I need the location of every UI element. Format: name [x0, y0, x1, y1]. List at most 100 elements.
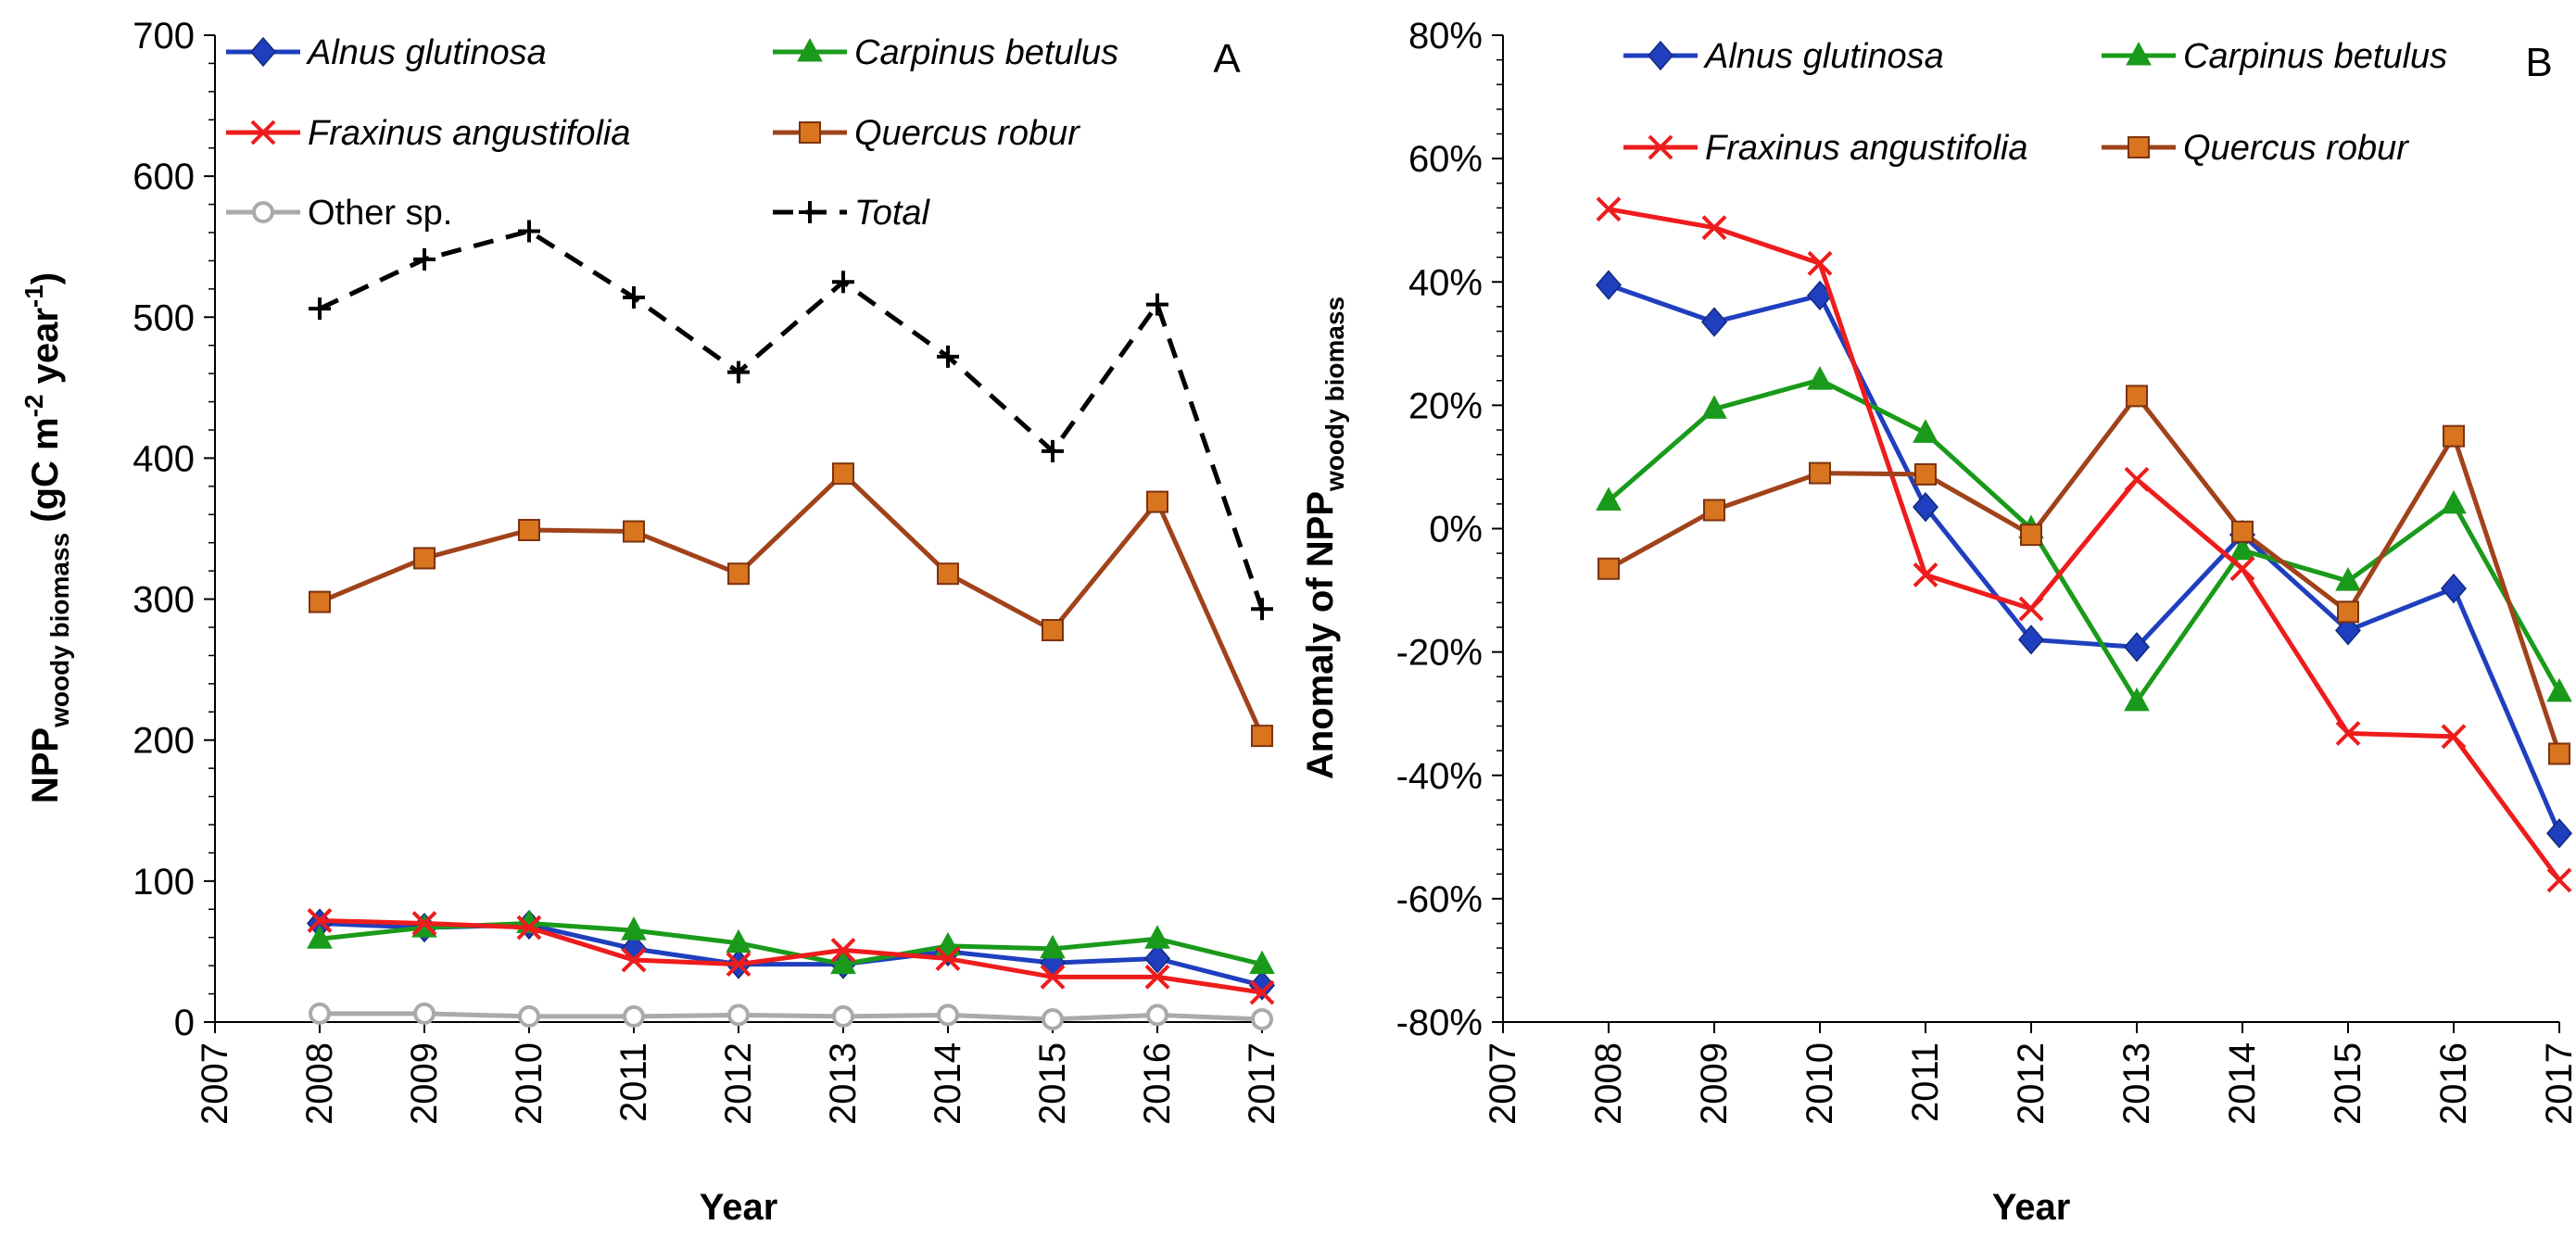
- data-point-other-sp-2013: [832, 1004, 854, 1028]
- x-tick-label: 2012: [718, 1042, 759, 1125]
- x-tick-label: 2011: [613, 1042, 654, 1122]
- legend-marker: [1648, 40, 1673, 71]
- data-point-quercus-robur-2013: [2126, 385, 2148, 408]
- series-quercus-robur: [1597, 385, 2570, 765]
- data-point-total-2010: [518, 220, 540, 243]
- x-tick-label: 2009: [1694, 1042, 1735, 1125]
- x-tick-label: 2016: [2433, 1042, 2474, 1125]
- data-point-carpinus-betulus-2017: [2546, 677, 2572, 702]
- legend-label: Total: [854, 194, 931, 233]
- legend-label: Other sp.: [308, 194, 452, 233]
- data-point-quercus-robur-2013: [832, 462, 854, 486]
- data-point-carpinus-betulus-2010: [1807, 366, 1833, 390]
- y-tick-label: -40%: [1396, 756, 1483, 797]
- data-point-alnus-glutinosa-2016: [1144, 943, 1170, 974]
- panel-label: A: [1213, 36, 1241, 82]
- data-point-quercus-robur-2010: [518, 519, 540, 542]
- chart-panel-b: -80% -60% -40% -20% 0% 20% 40% 60% 80% 2007 2008 20…: [1300, 16, 2576, 1228]
- data-point-fraxinus-angustifolia-2014: [935, 946, 961, 971]
- data-point-carpinus-betulus-2011: [1913, 419, 1938, 443]
- data-point-fraxinus-angustifolia-2011: [621, 947, 647, 973]
- data-point-other-sp-2010: [518, 1004, 540, 1028]
- data-point-total-2011: [623, 285, 645, 309]
- data-point-carpinus-betulus-2015: [2335, 567, 2361, 591]
- series-alnus-glutinosa: [1596, 270, 2572, 849]
- data-point-total-2016: [1146, 293, 1168, 316]
- data-point-total-2013: [832, 271, 854, 294]
- x-tick-label: 2015: [1032, 1042, 1073, 1125]
- data-point-carpinus-betulus-2013: [2124, 687, 2150, 712]
- data-point-quercus-robur-2011: [1914, 462, 1937, 486]
- data-point-carpinus-betulus-2008: [307, 925, 333, 949]
- y-tick-label: 0: [174, 1003, 195, 1043]
- data-point-fraxinus-angustifolia-2010: [1807, 250, 1833, 276]
- y-tick-label: 0%: [1429, 510, 1483, 550]
- data-point-fraxinus-angustifolia-2016: [2441, 724, 2467, 750]
- data-point-quercus-robur-2014: [937, 562, 959, 586]
- data-point-fraxinus-angustifolia-2008: [1596, 196, 1622, 222]
- legend-item-quercus-robur: Quercus robur: [2102, 129, 2409, 168]
- y-tick-label: -60%: [1396, 879, 1483, 920]
- data-point-other-sp-2011: [623, 1004, 645, 1028]
- data-point-total-2008: [309, 297, 331, 321]
- series-fraxinus-angustifolia: [1596, 196, 2572, 893]
- y-tick-label: -80%: [1396, 1003, 1483, 1043]
- data-point-other-sp-2008: [309, 1002, 331, 1025]
- data-point-fraxinus-angustifolia-2017: [2546, 867, 2572, 893]
- data-point-fraxinus-angustifolia-2015: [2335, 721, 2361, 746]
- y-axis-title: NPPwoody biomass (gC m-2 year-1): [19, 272, 74, 803]
- x-tick-label: 2011: [1905, 1042, 1946, 1122]
- y-tick-label: 500: [133, 297, 195, 338]
- legend-item-carpinus-betulus: Carpinus betulus: [773, 33, 1118, 72]
- data-point-fraxinus-angustifolia-2013: [2124, 466, 2150, 492]
- data-point-carpinus-betulus-2008: [1596, 486, 1622, 511]
- data-point-carpinus-betulus-2016: [1144, 925, 1170, 949]
- series-line-quercus-robur: [1607, 393, 2562, 755]
- x-tick-label: 2014: [928, 1042, 968, 1125]
- data-point-total-2012: [727, 360, 750, 384]
- y-tick-label: 700: [133, 16, 195, 57]
- series-line-quercus-robur: [319, 471, 1265, 738]
- data-point-alnus-glutinosa-2013: [2124, 632, 2150, 663]
- data-point-other-sp-2016: [1146, 1004, 1168, 1027]
- data-point-fraxinus-angustifolia-2009: [411, 911, 437, 936]
- x-tick-label: 2010: [509, 1042, 549, 1125]
- x-tick-label: 2012: [2011, 1042, 2052, 1125]
- legend-marker: [2126, 41, 2152, 66]
- y-axis-title: Anomaly of NPPwoody biomass: [1300, 297, 1349, 779]
- y-tick-label: -20%: [1396, 633, 1483, 674]
- data-point-fraxinus-angustifolia-2016: [1144, 964, 1170, 990]
- legend-label: Fraxinus angustifolia: [1705, 129, 2028, 168]
- legend-item-alnus-glutinosa: Alnus glutinosa: [1623, 37, 1944, 76]
- legend-label: Carpinus betulus: [854, 33, 1118, 72]
- series-line-other-sp: [320, 1011, 1263, 1022]
- data-point-quercus-robur-2017: [1251, 725, 1273, 748]
- data-point-quercus-robur-2017: [2548, 742, 2570, 765]
- y-tick-label: 100: [133, 862, 195, 903]
- legend-item-fraxinus-angustifolia: Fraxinus angustifolia: [1623, 129, 2028, 168]
- legend-label: Fraxinus angustifolia: [308, 114, 631, 153]
- series-line-carpinus-betulus: [1607, 377, 2562, 704]
- series-other-sp: [309, 1002, 1273, 1030]
- data-point-fraxinus-angustifolia-2017: [1249, 979, 1275, 1005]
- legend-marker: [2128, 136, 2150, 158]
- panel-label: B: [2525, 40, 2552, 85]
- y-tick-label: 200: [133, 721, 195, 762]
- data-point-quercus-robur-2009: [1703, 499, 1725, 522]
- data-point-quercus-robur-2010: [1809, 461, 1831, 485]
- x-tick-label: 2014: [2222, 1042, 2263, 1125]
- y-tick-label: 600: [133, 157, 195, 197]
- data-point-carpinus-betulus-2011: [621, 916, 647, 941]
- y-tick-label: 300: [133, 580, 195, 621]
- data-point-quercus-robur-2009: [413, 547, 436, 570]
- y-tick-label: 80%: [1408, 16, 1483, 57]
- data-point-carpinus-betulus-2009: [1701, 395, 1727, 419]
- data-point-quercus-robur-2008: [309, 590, 331, 613]
- series-line-total: [318, 228, 1265, 611]
- x-axis-title: Year: [1992, 1187, 2071, 1228]
- legend-marker: [250, 36, 276, 68]
- x-tick-label: 2008: [1588, 1042, 1629, 1125]
- y-tick-label: 400: [133, 438, 195, 479]
- series-line-alnus-glutinosa: [1608, 283, 2562, 835]
